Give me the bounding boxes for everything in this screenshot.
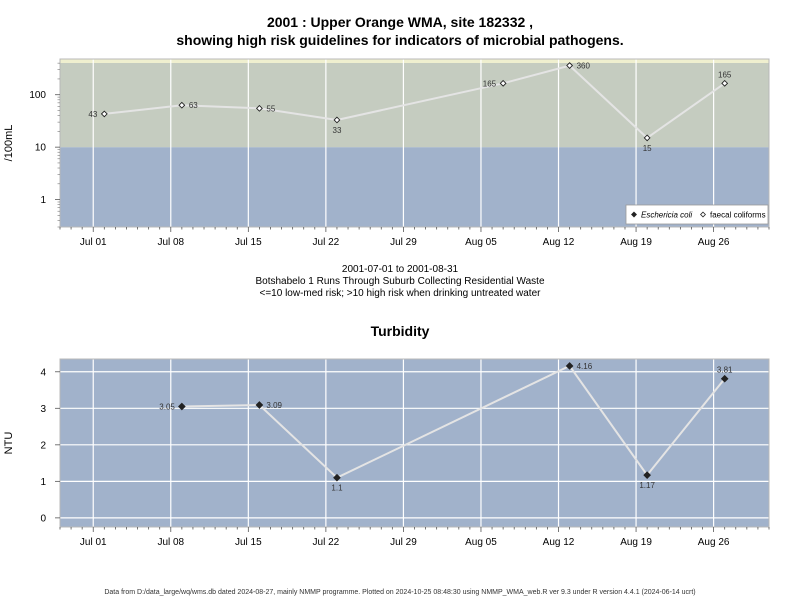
chart1-plot-background	[60, 359, 769, 527]
chart0-data-label: 165	[718, 70, 732, 79]
chart0-data-point	[100, 110, 108, 118]
chart1-x-tick-label: Aug 12	[543, 537, 575, 548]
chart0-legend-box	[625, 204, 769, 225]
chart0-data-point	[333, 116, 341, 124]
chart1-data-point	[643, 471, 651, 479]
chart1-data-label: 3.09	[266, 401, 282, 410]
chart1-x-tick-label: Aug 19	[620, 537, 652, 548]
chart0-data-point	[255, 104, 263, 112]
chart0-data-point	[566, 62, 574, 69]
chart0-data-point	[643, 134, 651, 142]
chart0-x-tick-label: Jul 08	[157, 237, 184, 248]
chart1-data-label: 3.81	[717, 366, 733, 375]
chart1-data-label: 3.05	[159, 402, 175, 411]
chart1-y-tick-label: 3	[40, 404, 46, 415]
chart1-y-tick-label: 1	[40, 477, 46, 488]
chart0-legend-marker-faecal	[700, 211, 706, 218]
chart0-x-tick-label: Aug 12	[543, 237, 575, 248]
chart-title-line-2: showing high risk guidelines for indicat…	[176, 32, 624, 48]
chart1-data-label: 4.16	[577, 362, 593, 371]
chart0-x-tick-label: Jul 22	[313, 237, 340, 248]
chart1-x-tick-label: Jul 01	[80, 537, 107, 548]
chart0-x-tick-label: Jul 01	[80, 237, 107, 248]
chart0-top-band	[60, 59, 769, 63]
chart0-x-tick-label: Jul 29	[390, 237, 417, 248]
chart0-legend-label-ecoli: Eschericia coli	[641, 211, 692, 220]
chart1-y-axis-label: NTU	[3, 432, 15, 455]
chart0-data-label: 63	[189, 101, 198, 110]
chart1-data-point	[255, 401, 264, 409]
chart1-data-point	[333, 473, 341, 482]
chart0-data-label: 43	[88, 110, 97, 119]
chart0-data-label: 33	[333, 126, 342, 135]
chart1-x-tick-label: Jul 29	[390, 537, 417, 548]
chart0-y-tick-label: 1	[40, 195, 46, 206]
chart0-y-axis-label: /100mL	[3, 125, 15, 162]
chart1-x-tick-label: Jul 22	[313, 537, 340, 548]
chart0-x-tick-label: Jul 15	[235, 237, 262, 248]
chart1-y-tick-label: 0	[40, 513, 46, 524]
chart1-data-point	[178, 402, 186, 411]
turbidity-chart-title: Turbidity	[370, 323, 430, 339]
chart0-x-tick-label: Aug 05	[465, 237, 497, 248]
chart0-data-label: 360	[577, 62, 591, 71]
chart0-data-point	[499, 79, 507, 87]
chart1-x-tick-label: Aug 26	[698, 537, 730, 548]
chart1-y-tick-label: 4	[40, 367, 46, 378]
chart0-data-point	[721, 79, 729, 87]
date-range-caption: 2001-07-01 to 2001-08-31	[341, 264, 459, 275]
chart0-x-tick-label: Aug 26	[698, 237, 730, 248]
chart1-y-tick-label: 2	[40, 440, 46, 451]
site-description-caption: Botshabelo 1 Runs Through Suburb Collect…	[255, 276, 545, 287]
chart1-x-tick-label: Jul 08	[157, 537, 184, 548]
chart-title-line-1: 2001 : Upper Orange WMA, site 182332 ,	[266, 14, 534, 30]
chart1-x-tick-label: Aug 05	[465, 537, 497, 548]
chart0-data-point	[178, 101, 186, 109]
chart0-data-label: 15	[643, 144, 652, 153]
chart0-legend-label-faecal: faecal coliforms	[710, 211, 766, 220]
risk-guideline-caption: <=10 low-med risk; >10 high risk when dr…	[259, 288, 541, 299]
chart1-data-label: 1.1	[331, 484, 343, 493]
chart0-series-line	[104, 64, 726, 140]
chart0-y-tick-label: 10	[35, 143, 47, 154]
data-source-footer: Data from D:/data_large/wq/wms.db dated …	[104, 589, 696, 596]
chart1-series-line	[181, 364, 726, 479]
chart0-y-tick-label: 100	[29, 90, 46, 101]
chart0-legend-marker-ecoli	[631, 211, 637, 218]
chart0-high-risk-band	[60, 63, 769, 148]
chart1-data-point	[720, 374, 729, 383]
chart1-data-point	[565, 362, 574, 370]
chart0-data-label: 55	[266, 104, 275, 113]
chart1-data-label: 1.17	[639, 481, 655, 490]
chart0-x-tick-label: Aug 19	[620, 237, 652, 248]
chart1-x-tick-label: Jul 15	[235, 537, 262, 548]
chart0-data-label: 165	[483, 79, 497, 88]
